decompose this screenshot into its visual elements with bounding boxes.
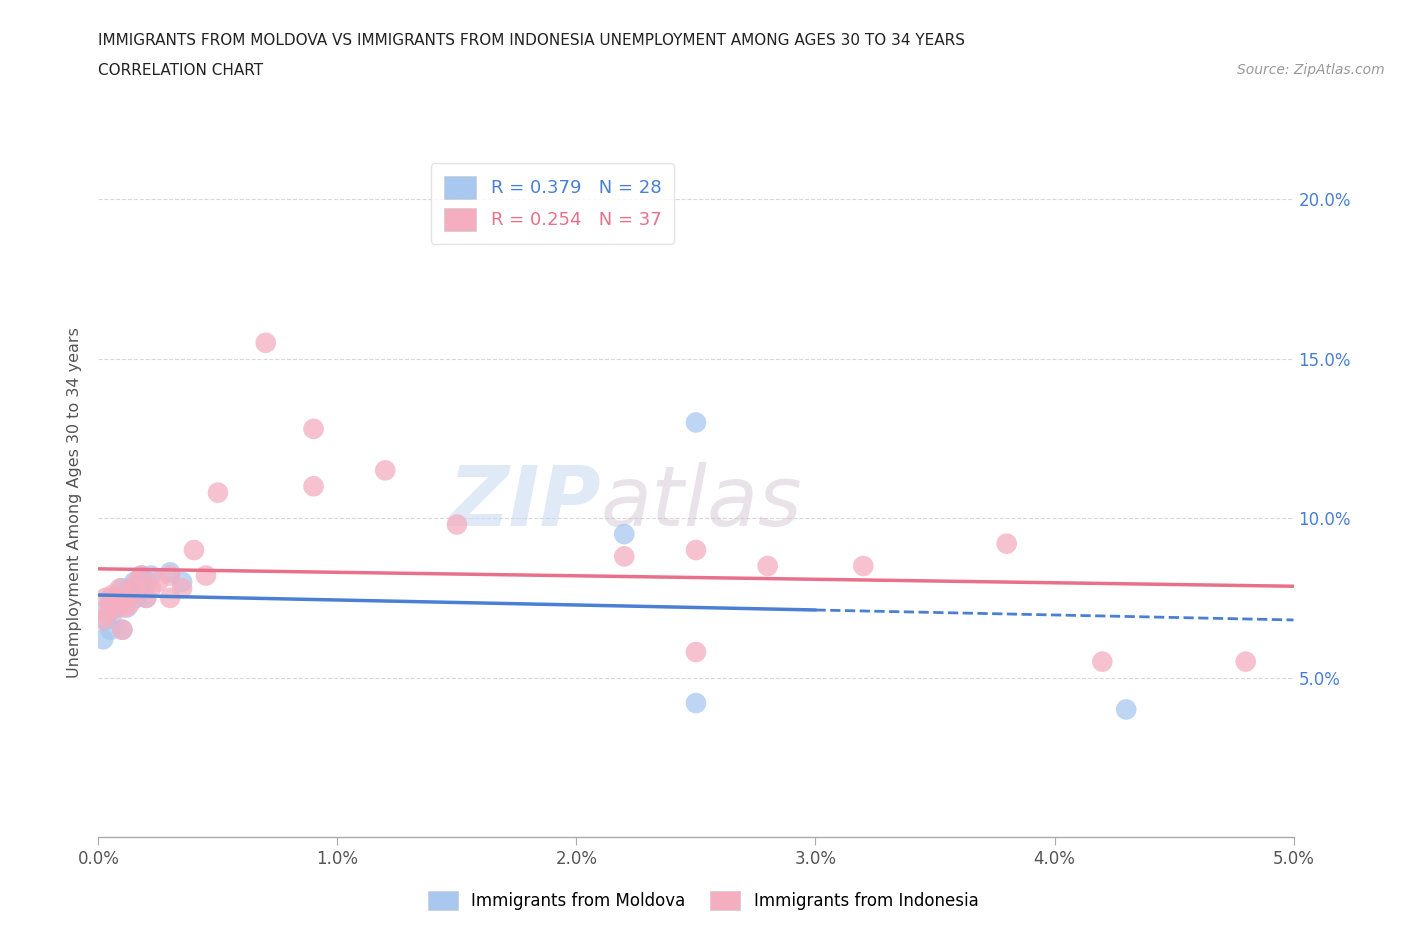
Point: [100, 600, 122, 615]
Point: [114, 600, 136, 615]
Point: [131, 568, 153, 583]
Point: [107, 600, 129, 615]
Point: [128, 578, 150, 592]
Point: [97, 600, 120, 615]
Point: [108, 597, 131, 612]
Point: [1091, 654, 1114, 669]
Point: [91, 631, 114, 646]
Point: [132, 581, 155, 596]
Point: [97, 606, 120, 621]
Point: [159, 568, 181, 583]
Point: [111, 622, 134, 637]
Y-axis label: Unemployment Among Ages 30 to 34 years: Unemployment Among Ages 30 to 34 years: [67, 326, 83, 678]
Point: [124, 575, 146, 590]
Point: [183, 542, 205, 557]
Point: [118, 597, 141, 612]
Point: [446, 517, 468, 532]
Point: [91, 613, 114, 628]
Point: [139, 581, 162, 596]
Point: [159, 591, 181, 605]
Point: [100, 591, 122, 605]
Point: [254, 336, 277, 351]
Point: [135, 575, 157, 590]
Point: [195, 568, 218, 583]
Text: ZIP: ZIP: [447, 461, 600, 543]
Point: [1234, 654, 1257, 669]
Point: [685, 542, 707, 557]
Point: [104, 591, 127, 605]
Point: [104, 600, 127, 615]
Point: [115, 591, 138, 605]
Text: IMMIGRANTS FROM MOLDOVA VS IMMIGRANTS FROM INDONESIA UNEMPLOYMENT AMONG AGES 30 : IMMIGRANTS FROM MOLDOVA VS IMMIGRANTS FR…: [98, 33, 966, 47]
Point: [613, 526, 636, 541]
Point: [995, 537, 1018, 551]
Legend: Immigrants from Moldova, Immigrants from Indonesia: Immigrants from Moldova, Immigrants from…: [420, 884, 986, 917]
Point: [685, 415, 707, 430]
Point: [101, 606, 124, 621]
Point: [118, 581, 141, 596]
Point: [115, 600, 138, 615]
Text: Source: ZipAtlas.com: Source: ZipAtlas.com: [1237, 63, 1385, 77]
Point: [111, 622, 134, 637]
Point: [852, 559, 875, 574]
Point: [207, 485, 229, 500]
Point: [100, 622, 122, 637]
Point: [159, 565, 181, 579]
Point: [107, 591, 129, 605]
Point: [756, 559, 779, 574]
Point: [374, 463, 396, 478]
Point: [613, 549, 636, 564]
Point: [101, 587, 124, 602]
Point: [124, 581, 146, 596]
Point: [108, 581, 131, 596]
Point: [148, 575, 170, 590]
Point: [94, 613, 117, 628]
Point: [302, 421, 325, 436]
Point: [125, 591, 148, 605]
Text: atlas: atlas: [600, 461, 801, 543]
Point: [139, 568, 162, 583]
Point: [131, 568, 153, 583]
Point: [685, 644, 707, 659]
Point: [121, 587, 143, 602]
Point: [94, 591, 117, 605]
Text: CORRELATION CHART: CORRELATION CHART: [98, 63, 263, 78]
Point: [302, 479, 325, 494]
Point: [172, 581, 194, 596]
Point: [172, 575, 194, 590]
Point: [685, 696, 707, 711]
Legend: R = 0.379   N = 28, R = 0.254   N = 37: R = 0.379 N = 28, R = 0.254 N = 37: [432, 163, 673, 244]
Point: [135, 591, 157, 605]
Point: [125, 575, 148, 590]
Point: [1115, 702, 1137, 717]
Point: [135, 591, 157, 605]
Point: [111, 581, 134, 596]
